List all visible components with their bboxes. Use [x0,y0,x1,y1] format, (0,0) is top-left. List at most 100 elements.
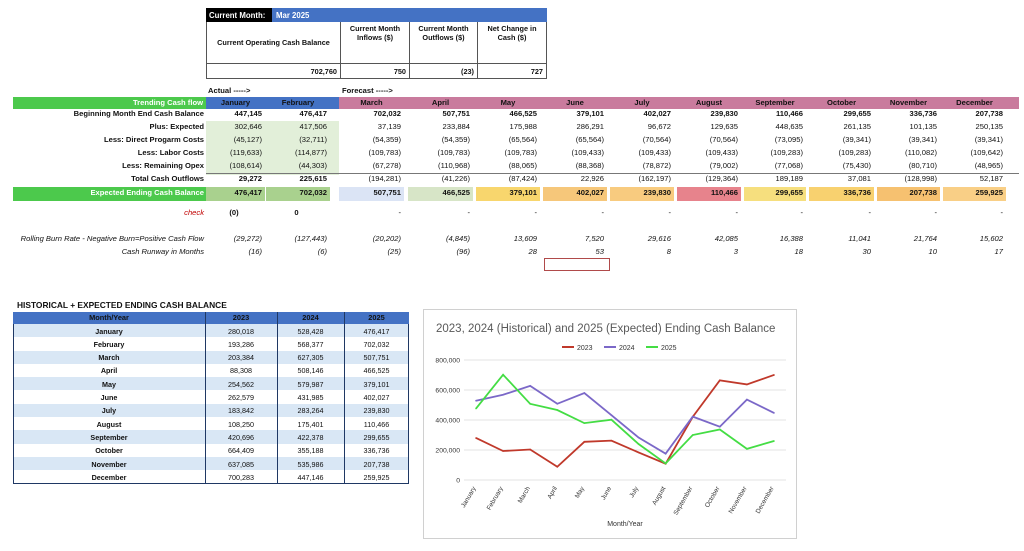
plus-expected-row-cell[interactable]: 448,635 [775,122,803,131]
expected-ending-balance-row-cell[interactable]: 466,525 [442,188,470,197]
labor-costs-row-cell[interactable]: (109,433) [705,148,738,157]
hist-value-cell[interactable]: 466,525 [363,366,390,376]
remaining-opex-row-cell[interactable]: (48,965) [974,161,1003,170]
total-cash-outflows-row-cell[interactable]: (87,424) [508,174,537,183]
burn-rate-cell[interactable]: 29,616 [647,234,671,243]
hist-value-cell[interactable]: 431,985 [297,393,324,402]
hist-month-cell[interactable]: November [91,459,127,469]
remaining-opex-row-cell[interactable]: (88,368) [575,161,604,170]
month-header-october[interactable]: October [826,98,857,107]
summary-value-inflows[interactable]: 750 [341,64,410,79]
hist-value-cell[interactable]: 254,562 [228,379,254,389]
month-header-april[interactable]: April [431,98,450,107]
direct-program-costs-row-cell[interactable]: (39,341) [842,135,871,144]
beginning-balance-row-cell[interactable]: 476,417 [299,109,327,118]
hist-value-cell[interactable]: 207,738 [363,459,390,469]
check-cell[interactable]: - [601,208,604,217]
direct-program-costs-row-cell[interactable]: (32,711) [299,135,327,144]
month-header-august[interactable]: August [695,98,723,107]
hist-value-cell[interactable]: 336,736 [363,446,390,456]
hist-value-cell[interactable]: 203,384 [228,353,254,363]
labor-costs-row-cell[interactable]: (119,633) [230,148,262,157]
plus-expected-row-cell[interactable]: 261,135 [843,122,871,131]
expected-ending-balance-row-cell[interactable]: 259,925 [975,188,1003,197]
hist-value-cell[interactable]: 108,250 [228,419,254,429]
runway-cell[interactable]: (6) [317,247,327,256]
beginning-balance-row-cell[interactable]: 207,738 [975,109,1003,118]
month-header-november[interactable]: November [889,98,928,107]
burn-rate-cell[interactable]: 21,764 [913,234,937,243]
hist-value-cell[interactable]: 700,283 [228,472,254,482]
hist-value-cell[interactable]: 239,830 [363,406,390,416]
hist-value-cell[interactable]: 183,842 [228,406,254,416]
labor-costs-row-cell[interactable]: (114,877) [295,148,327,157]
series-line-2025[interactable] [475,373,775,465]
hist-month-cell[interactable]: August [96,419,122,429]
total-cash-outflows-row-cell[interactable]: 29,272 [238,174,262,183]
remaining-opex-row-cell[interactable]: (67,278) [372,161,401,170]
remaining-opex-row-cell[interactable]: (88,065) [508,161,537,170]
hist-value-cell[interactable]: 627,305 [297,353,324,363]
hist-month-cell[interactable]: March [98,353,120,363]
burn-rate-cell[interactable]: 16,388 [779,234,803,243]
plus-expected-row-cell[interactable]: 129,635 [710,122,738,131]
expected-ending-balance-row-cell[interactable]: 476,417 [234,188,262,197]
month-header-july[interactable]: July [634,98,650,107]
hist-header-2[interactable]: 2024 [302,313,319,322]
remaining-opex-row-cell[interactable]: (75,430) [842,161,871,170]
check-cell[interactable]: (0) [229,208,239,217]
labor-costs-row-cell[interactable]: (109,283) [770,148,803,157]
hist-value-cell[interactable]: 262,579 [228,393,254,402]
direct-program-costs-row-cell[interactable]: (70,564) [642,135,671,144]
runway-cell[interactable]: (16) [248,247,262,256]
direct-program-costs-row-cell[interactable]: (39,341) [908,135,937,144]
direct-program-costs-row-cell[interactable]: (54,359) [441,135,470,144]
hist-value-cell[interactable]: 507,751 [363,353,390,363]
runway-cell[interactable]: 18 [794,247,803,256]
total-cash-outflows-row-cell[interactable]: (128,998) [904,174,937,183]
month-header-september[interactable]: September [755,98,795,107]
beginning-balance-row-cell[interactable]: 402,027 [643,109,671,118]
hist-header-3[interactable]: 2025 [368,313,385,322]
check-cell[interactable]: - [934,208,937,217]
total-cash-outflows-row-cell[interactable]: 37,081 [847,174,871,183]
expected-ending-balance-row-cell[interactable]: 207,738 [909,188,937,197]
hist-value-cell[interactable]: 355,188 [297,446,324,456]
hist-value-cell[interactable]: 420,696 [228,432,254,442]
plus-expected-row-cell[interactable]: 101,135 [909,122,937,131]
check-cell[interactable]: 0 [294,208,299,217]
plus-expected-row-cell[interactable]: 302,646 [234,122,262,131]
series-line-2024[interactable] [475,384,775,455]
expected-ending-balance-row-cell[interactable]: 402,027 [576,188,604,197]
hist-month-cell[interactable]: June [100,393,118,402]
labor-costs-row-cell[interactable]: (109,642) [970,148,1003,157]
remaining-opex-row-cell[interactable]: (44,303) [298,161,327,170]
hist-value-cell[interactable]: 476,417 [363,326,390,336]
labor-costs-row-cell[interactable]: (109,783) [504,148,537,157]
month-header-may[interactable]: May [500,98,516,107]
beginning-balance-row-cell[interactable]: 447,145 [234,109,262,118]
runway-cell[interactable]: 30 [862,247,871,256]
hist-value-cell[interactable]: 110,466 [363,419,390,429]
beginning-balance-row-cell[interactable]: 702,032 [373,109,401,118]
direct-program-costs-row-cell[interactable]: (70,564) [709,135,738,144]
hist-value-cell[interactable]: 175,401 [297,419,324,429]
hist-value-cell[interactable]: 535,986 [297,459,324,469]
beginning-balance-row-cell[interactable]: 466,525 [509,109,537,118]
direct-program-costs-row-cell[interactable]: (73,095) [774,135,803,144]
expected-ending-balance-row-cell[interactable]: 239,830 [643,188,671,197]
labor-costs-row-cell[interactable]: (110,082) [905,148,937,157]
summary-value-net-change[interactable]: 727 [478,64,547,79]
burn-rate-cell[interactable]: 7,520 [584,234,604,243]
hist-value-cell[interactable]: 379,101 [363,379,390,389]
hist-value-cell[interactable]: 280,018 [228,326,254,336]
total-cash-outflows-row-cell[interactable]: (162,197) [638,174,671,183]
ending-cash-balance-chart[interactable]: 2023, 2024 (Historical) and 2025 (Expect… [423,309,797,539]
check-cell[interactable]: - [467,208,470,217]
hist-value-cell[interactable]: 283,264 [297,406,324,416]
hist-value-cell[interactable]: 259,925 [363,472,390,482]
burn-rate-cell[interactable]: (20,202) [372,234,401,243]
month-header-february[interactable]: February [281,98,315,107]
hist-month-cell[interactable]: January [95,326,123,336]
month-header-march[interactable]: March [360,98,383,107]
